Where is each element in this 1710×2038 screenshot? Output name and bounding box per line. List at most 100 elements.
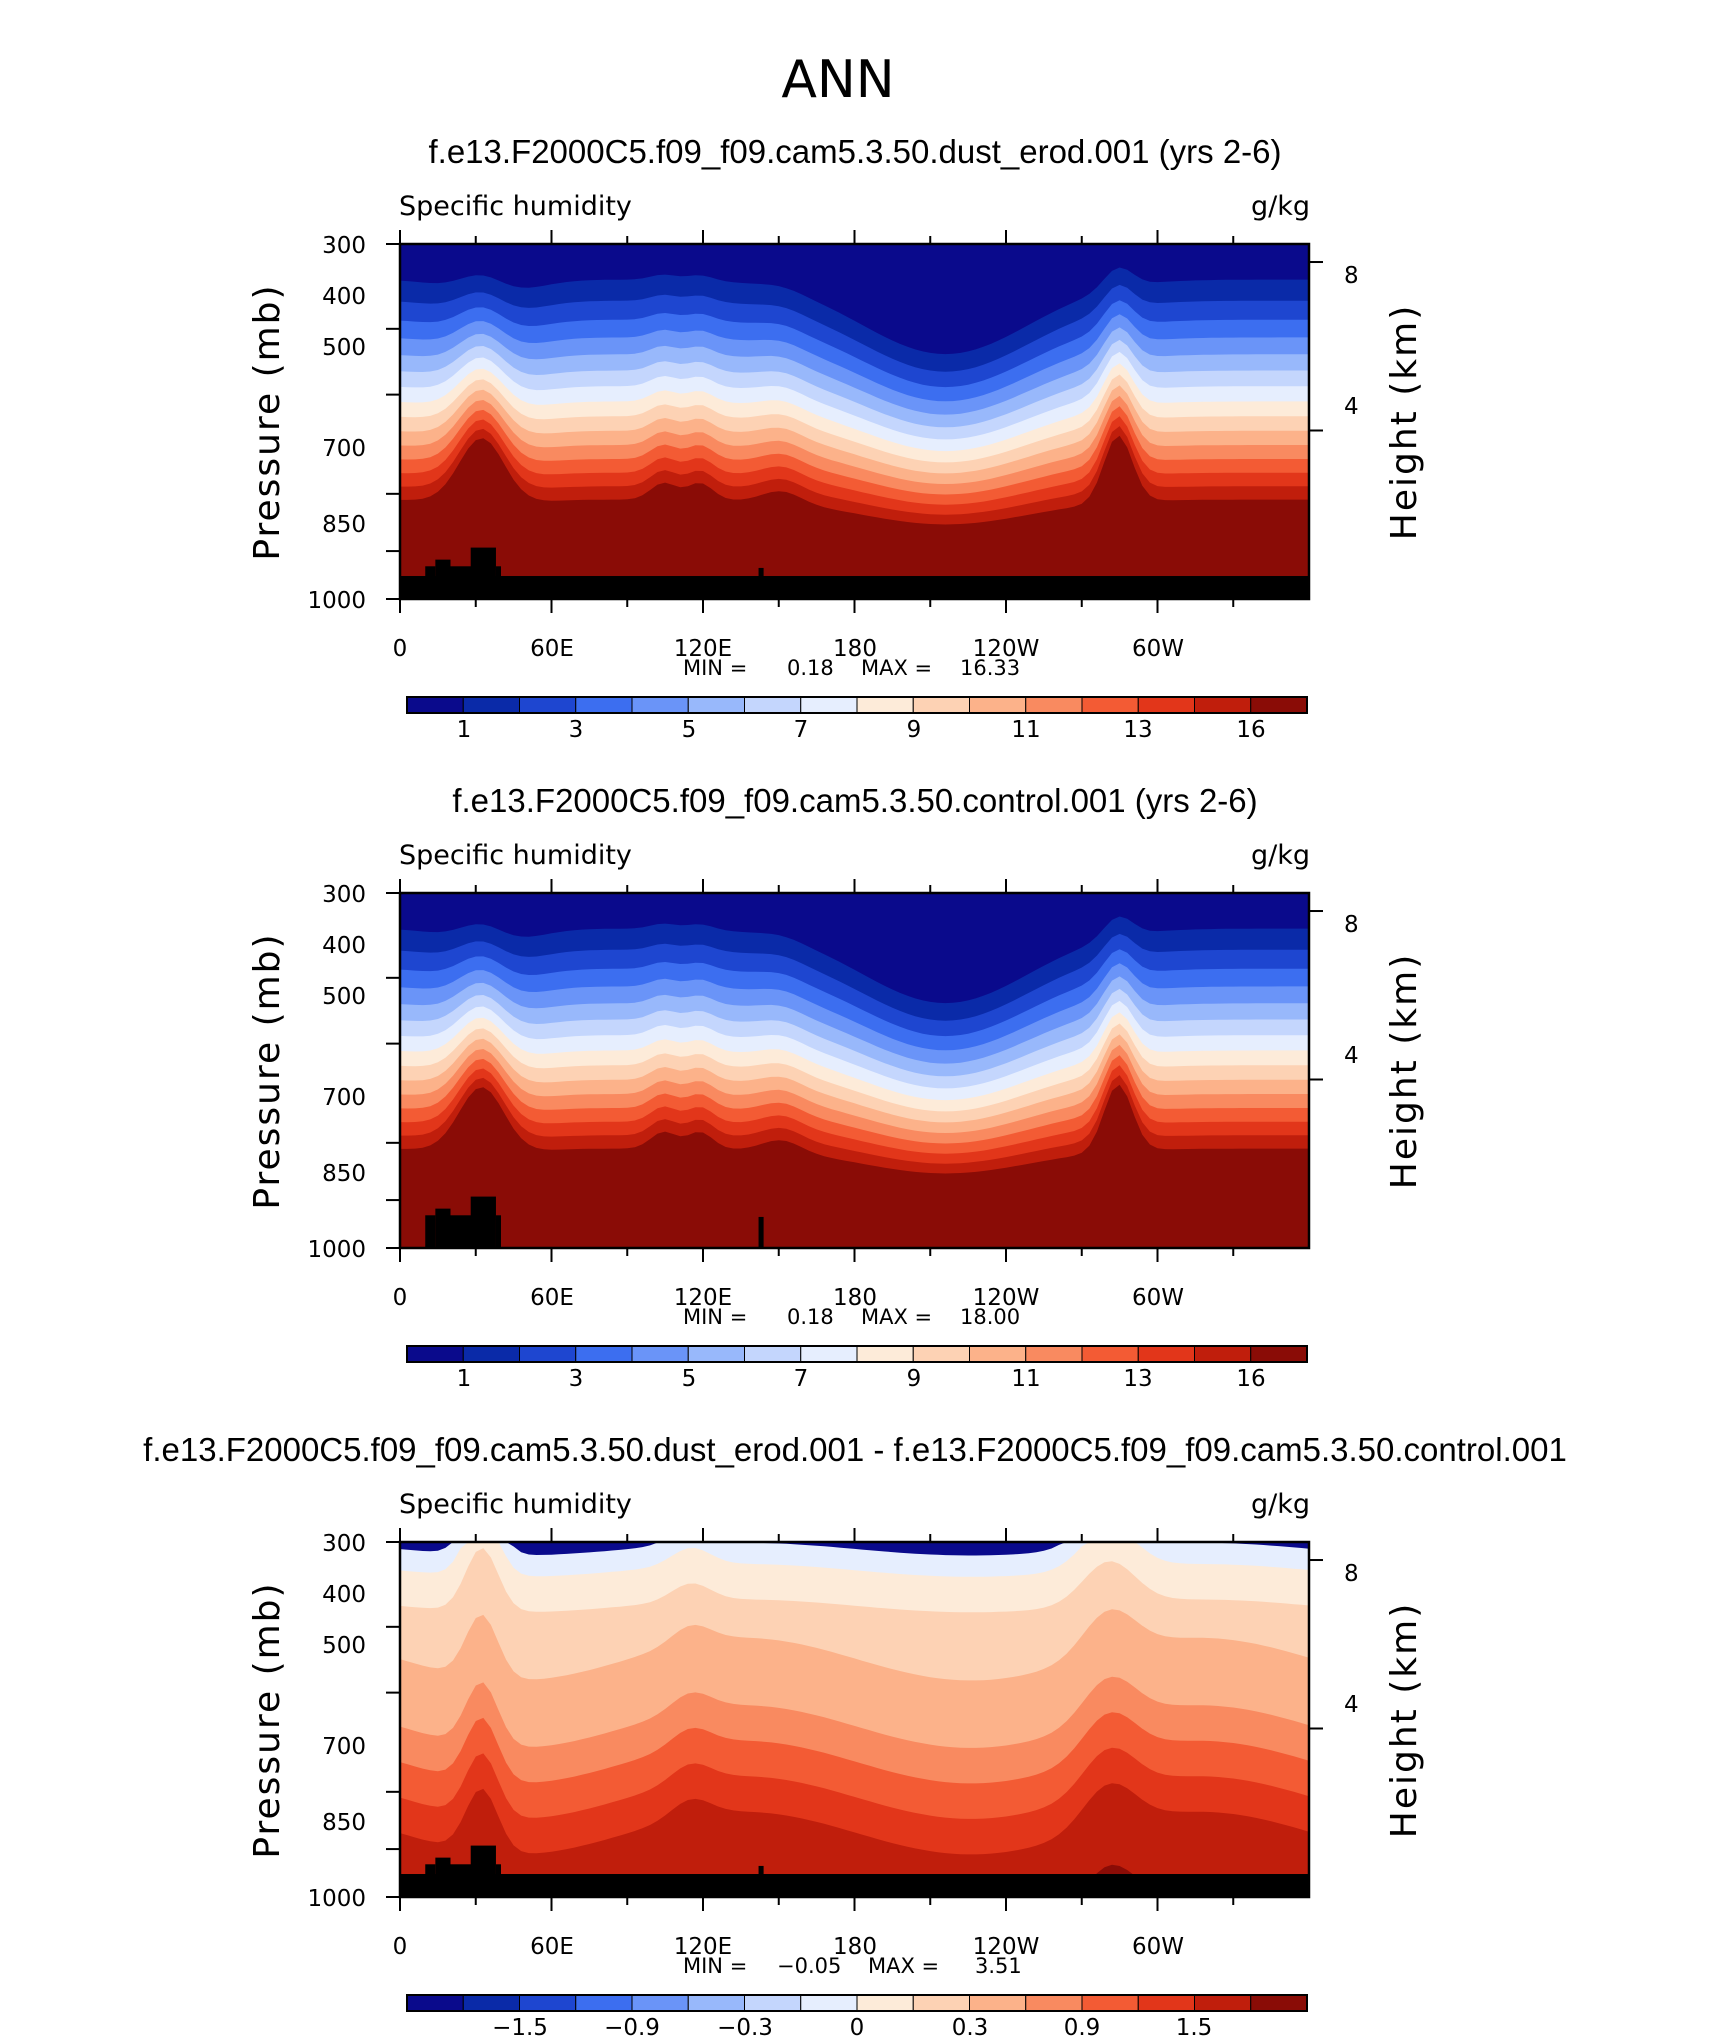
topography-block — [758, 1865, 764, 1897]
y-right-axis-title: Height (km) — [1384, 953, 1425, 1189]
x-tick-label: 120E — [674, 1285, 732, 1311]
colorbar-swatch — [969, 696, 1027, 714]
topography-block — [470, 547, 496, 599]
y-right-axis-title: Height (km) — [1384, 304, 1425, 540]
max-label: MAX = — [861, 656, 932, 680]
colorbar-label: 1 — [457, 1366, 472, 1392]
x-tick-label: 120W — [973, 1934, 1040, 1960]
y-right-tick-label: 8 — [1344, 1561, 1359, 1587]
x-tick-label: 60E — [530, 1285, 574, 1311]
colorbar-swatch — [744, 696, 802, 714]
colorbar-swatch — [462, 1345, 520, 1363]
y-right-tick-label: 4 — [1344, 394, 1359, 420]
panel-control: f.e13.F2000C5.f09_f09.cam5.3.50.control.… — [247, 782, 1425, 1392]
x-tick-label: 120E — [674, 1934, 732, 1960]
colorbar-swatch — [744, 1345, 802, 1363]
colorbar-swatch — [800, 1345, 858, 1363]
axis-ticks — [386, 230, 1323, 613]
colorbar-label: 11 — [1011, 717, 1040, 743]
panel-dust-erod: f.e13.F2000C5.f09_f09.cam5.3.50.dust_ero… — [247, 133, 1425, 743]
max-value: 16.33 — [960, 656, 1020, 680]
topography-block — [435, 1208, 451, 1248]
x-tick-label: 180 — [833, 1934, 877, 1960]
y-right-axis-title: Height (km) — [1384, 1602, 1425, 1838]
y-axis-title: Pressure (mb) — [247, 932, 288, 1209]
colorbar-swatch — [1137, 696, 1195, 714]
colorbar-swatch — [1137, 1994, 1195, 2012]
colorbar-label: 13 — [1123, 1366, 1152, 1392]
colorbar-swatch — [1081, 696, 1139, 714]
colorbar-label: −0.9 — [604, 2015, 660, 2038]
colorbar-swatch — [687, 696, 745, 714]
min-value: 0.18 — [787, 1305, 834, 1329]
y-tick-label: 700 — [322, 436, 366, 462]
units-label: g/kg — [1251, 1489, 1310, 1520]
contour-level-15 — [400, 1084, 1309, 1248]
colorbar-swatch — [462, 1994, 520, 2012]
x-tick-label: 60E — [530, 1934, 574, 1960]
colorbar-label: 16 — [1236, 1366, 1265, 1392]
contour-field — [400, 244, 1309, 599]
min-label: MIN = — [683, 1305, 747, 1329]
colorbar-swatch — [519, 1994, 577, 2012]
colorbar-label: 3 — [569, 717, 584, 743]
colorbar-swatch — [800, 696, 858, 714]
colorbar-swatch — [1194, 1345, 1252, 1363]
colorbar-swatch — [912, 1994, 970, 2012]
colorbar-swatch — [856, 1994, 914, 2012]
colorbar — [406, 1994, 1308, 2012]
colorbar — [406, 1345, 1308, 1363]
x-tick-label: 180 — [833, 636, 877, 662]
axis-ticks — [386, 1528, 1323, 1911]
colorbar-swatch — [406, 1994, 464, 2012]
colorbar-label: 0 — [850, 2015, 865, 2038]
contour-level-14 — [400, 1783, 1309, 1897]
units-label: g/kg — [1251, 191, 1310, 222]
topography-block — [470, 1845, 496, 1897]
y-tick-label: 500 — [322, 335, 366, 361]
colorbar-swatch — [1250, 696, 1308, 714]
colorbar-swatch — [1250, 1345, 1308, 1363]
colorbar-swatch — [631, 1345, 689, 1363]
colorbar-swatch — [575, 696, 633, 714]
topography-block — [495, 566, 501, 599]
colorbar-swatch — [1025, 696, 1083, 714]
surface-mask — [400, 576, 1309, 599]
y-tick-label: 850 — [322, 512, 366, 538]
colorbar-frame — [406, 696, 1308, 714]
contour-level-15 — [400, 435, 1309, 599]
x-tick-label: 180 — [833, 1285, 877, 1311]
y-tick-label: 500 — [322, 984, 366, 1010]
colorbar-label: 0.3 — [952, 2015, 989, 2038]
x-tick-label: 0 — [393, 1934, 408, 1960]
colorbar-swatch — [406, 696, 464, 714]
colorbar-label: 3 — [569, 1366, 584, 1392]
x-tick-label: 120E — [674, 636, 732, 662]
colorbar-swatch — [856, 1345, 914, 1363]
colorbar-frame — [406, 1345, 1308, 1363]
colorbar-label: 9 — [907, 1366, 922, 1392]
colorbar-swatch — [631, 696, 689, 714]
min-value: 0.18 — [787, 656, 834, 680]
topography-block — [425, 566, 436, 599]
colorbar-label: 11 — [1011, 1366, 1040, 1392]
y-tick-label: 850 — [322, 1161, 366, 1187]
variable-label: Specific humidity — [399, 191, 632, 222]
colorbar-swatch — [1194, 696, 1252, 714]
y-axis-title: Pressure (mb) — [247, 1581, 288, 1858]
y-tick-label: 400 — [322, 1582, 366, 1608]
y-right-tick-label: 4 — [1344, 1692, 1359, 1718]
colorbar-frame — [406, 1994, 1308, 2012]
colorbar-label: 1.5 — [1176, 2015, 1213, 2038]
colorbar-label: 1 — [457, 717, 472, 743]
y-tick-label: 1000 — [307, 1237, 366, 1263]
y-tick-label: 300 — [322, 1531, 366, 1557]
colorbar-label: −1.5 — [492, 2015, 548, 2038]
contour-field — [400, 1542, 1309, 1897]
max-label: MAX = — [861, 1305, 932, 1329]
x-tick-label: 120W — [973, 636, 1040, 662]
x-tick-label: 120W — [973, 1285, 1040, 1311]
colorbar-swatch — [1081, 1994, 1139, 2012]
colorbar-swatch — [912, 696, 970, 714]
